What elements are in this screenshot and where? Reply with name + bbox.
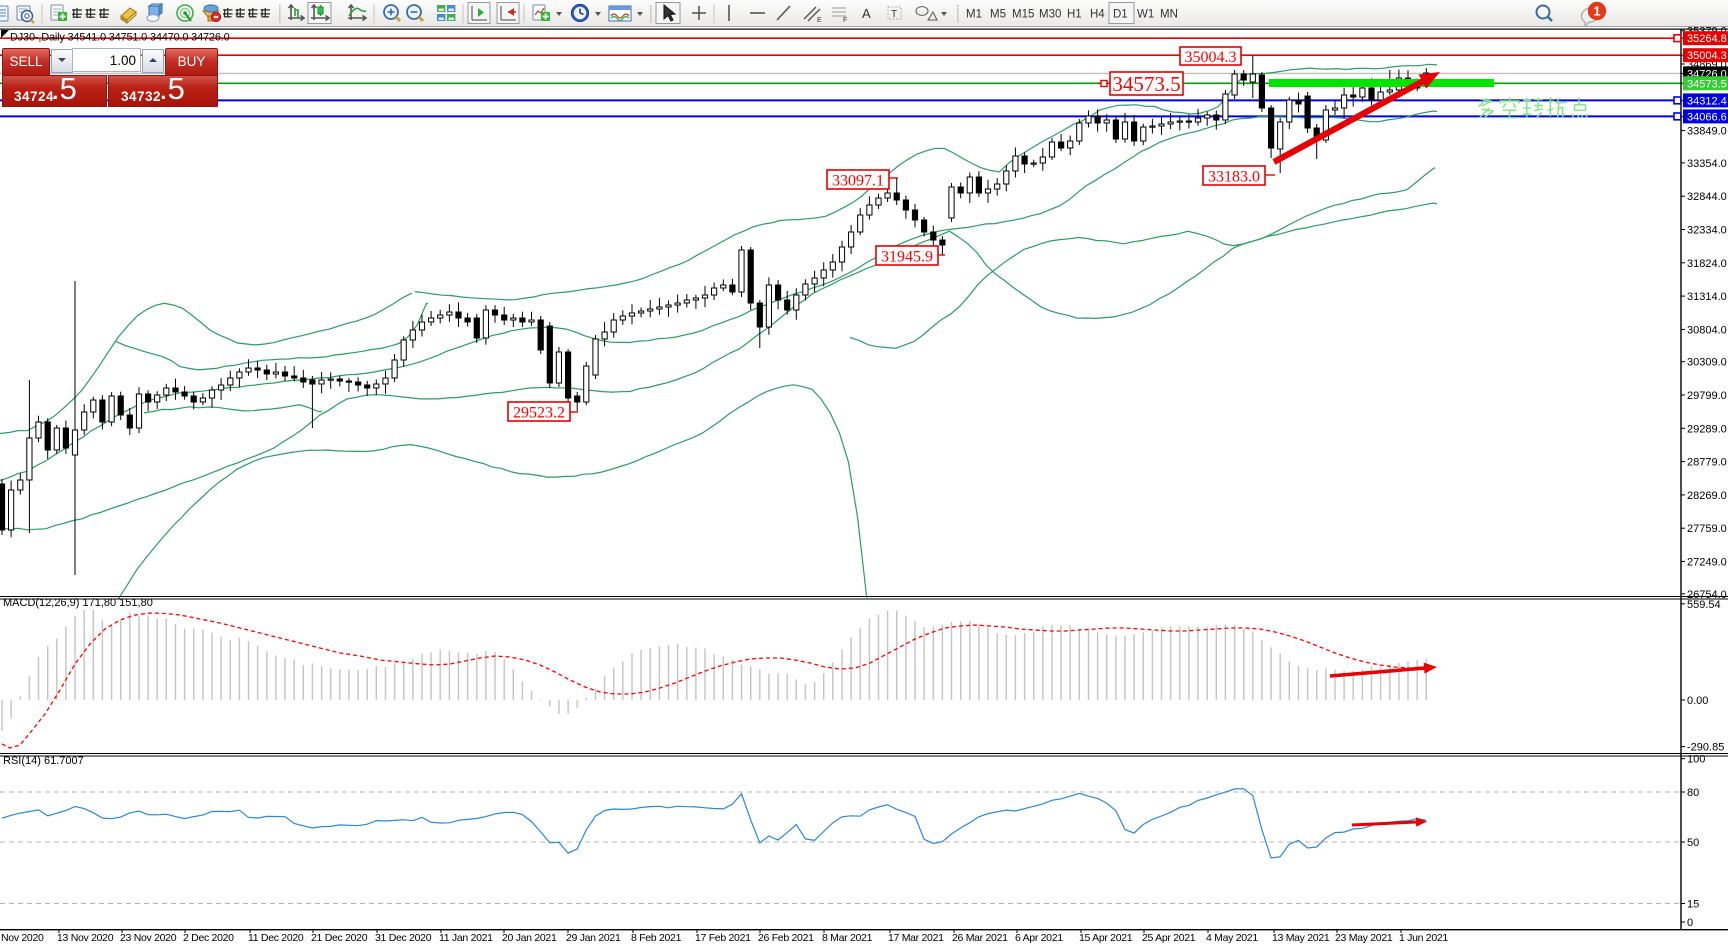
svg-text:23 Nov 2020: 23 Nov 2020	[120, 932, 177, 944]
svg-text:M1: M1	[966, 9, 982, 21]
svg-text:27249.0: 27249.0	[1687, 556, 1727, 568]
svg-text:29 Jan 2021: 29 Jan 2021	[566, 932, 621, 944]
svg-text:M5: M5	[990, 9, 1006, 21]
svg-text:80: 80	[1687, 787, 1699, 799]
svg-text:RSI(14) 61.7007: RSI(14) 61.7007	[3, 755, 84, 767]
svg-text:31824.0: 31824.0	[1687, 258, 1727, 270]
svg-text:11 Jan 2021: 11 Jan 2021	[439, 932, 493, 944]
svg-text:33354.0: 33354.0	[1687, 158, 1727, 170]
svg-text:30804.0: 30804.0	[1687, 324, 1727, 336]
svg-text:15: 15	[1687, 899, 1699, 911]
svg-text:MACD(12,26,9) 171,80 151,80: MACD(12,26,9) 171,80 151,80	[3, 597, 153, 609]
svg-text:30309.0: 30309.0	[1687, 357, 1727, 369]
svg-text:100: 100	[1687, 754, 1705, 766]
svg-text:33849.0: 33849.0	[1687, 126, 1727, 138]
svg-text:2 Dec 2020: 2 Dec 2020	[183, 932, 234, 944]
svg-text:33097.1: 33097.1	[832, 172, 884, 189]
svg-text:A: A	[862, 6, 871, 21]
svg-text:DJ30-,Daily 34541.0 34751.0 3: DJ30-,Daily 34541.0 34751.0 34470.0 3472…	[10, 32, 230, 44]
svg-text:33183.0: 33183.0	[1208, 168, 1260, 185]
svg-text:35004.3: 35004.3	[1687, 50, 1727, 62]
svg-text:26 Feb 2021: 26 Feb 2021	[758, 932, 814, 944]
svg-text:34573.5: 34573.5	[1112, 72, 1180, 96]
svg-text:MN: MN	[1160, 9, 1178, 21]
svg-text:31945.9: 31945.9	[881, 248, 933, 265]
svg-text:17 Feb 2021: 17 Feb 2021	[695, 932, 751, 944]
svg-text:35004.3: 35004.3	[1185, 49, 1237, 66]
svg-text:29799.0: 29799.0	[1687, 390, 1727, 402]
svg-text:28269.0: 28269.0	[1687, 490, 1727, 502]
svg-text:34573.5: 34573.5	[1687, 78, 1727, 90]
svg-text:28779.0: 28779.0	[1687, 457, 1727, 469]
svg-text:32844.0: 32844.0	[1687, 191, 1727, 203]
svg-text:13 Nov 2020: 13 Nov 2020	[57, 932, 114, 944]
svg-text:25 Apr 2021: 25 Apr 2021	[1142, 932, 1196, 944]
svg-text:20 Jan 2021: 20 Jan 2021	[502, 932, 557, 944]
svg-text:4 May 2021: 4 May 2021	[1206, 932, 1258, 944]
svg-text:6 Apr 2021: 6 Apr 2021	[1015, 932, 1063, 944]
svg-text:H1: H1	[1067, 9, 1082, 21]
svg-text:21 Dec 2020: 21 Dec 2020	[311, 932, 368, 944]
svg-text:D1: D1	[1113, 9, 1128, 21]
svg-text:E: E	[817, 17, 822, 24]
svg-text:26 Mar 2021: 26 Mar 2021	[952, 932, 1008, 944]
svg-text:32334.0: 32334.0	[1687, 225, 1727, 237]
svg-text:8 Mar 2021: 8 Mar 2021	[822, 932, 873, 944]
svg-text:M15: M15	[1012, 9, 1034, 21]
svg-text:27759.0: 27759.0	[1687, 523, 1727, 535]
svg-text:26754.0: 26754.0	[1687, 589, 1727, 601]
svg-text:8 Feb 2021: 8 Feb 2021	[631, 932, 682, 944]
svg-text:1: 1	[1593, 4, 1600, 19]
svg-text:50: 50	[1687, 837, 1699, 849]
svg-text:34312.4: 34312.4	[1687, 95, 1727, 107]
svg-text:23 May 2021: 23 May 2021	[1335, 932, 1393, 944]
svg-text:34066.6: 34066.6	[1687, 111, 1727, 123]
svg-text:11 Dec 2020: 11 Dec 2020	[248, 932, 304, 944]
svg-text:559.54: 559.54	[1687, 599, 1721, 611]
svg-text:T: T	[891, 9, 897, 20]
svg-text:-290.85: -290.85	[1687, 742, 1724, 754]
svg-text:1 Jun 2021: 1 Jun 2021	[1399, 932, 1448, 944]
svg-text:H4: H4	[1090, 9, 1105, 21]
svg-text:29289.0: 29289.0	[1687, 423, 1727, 435]
svg-text:0.00: 0.00	[1687, 695, 1708, 707]
svg-text:17 Mar 2021: 17 Mar 2021	[888, 932, 944, 944]
svg-text:F: F	[843, 17, 847, 24]
svg-text:31314.0: 31314.0	[1687, 291, 1727, 303]
svg-text:13 May 2021: 13 May 2021	[1272, 932, 1330, 944]
svg-text:Nov 2020: Nov 2020	[1, 932, 44, 944]
svg-text:15 Apr 2021: 15 Apr 2021	[1079, 932, 1133, 944]
svg-text:31 Dec 2020: 31 Dec 2020	[375, 932, 432, 944]
svg-text:M30: M30	[1039, 9, 1061, 21]
svg-text:W1: W1	[1137, 9, 1154, 21]
svg-text:0: 0	[1687, 917, 1693, 929]
svg-text:35264.8: 35264.8	[1687, 33, 1727, 45]
svg-text:29523.2: 29523.2	[513, 404, 565, 421]
